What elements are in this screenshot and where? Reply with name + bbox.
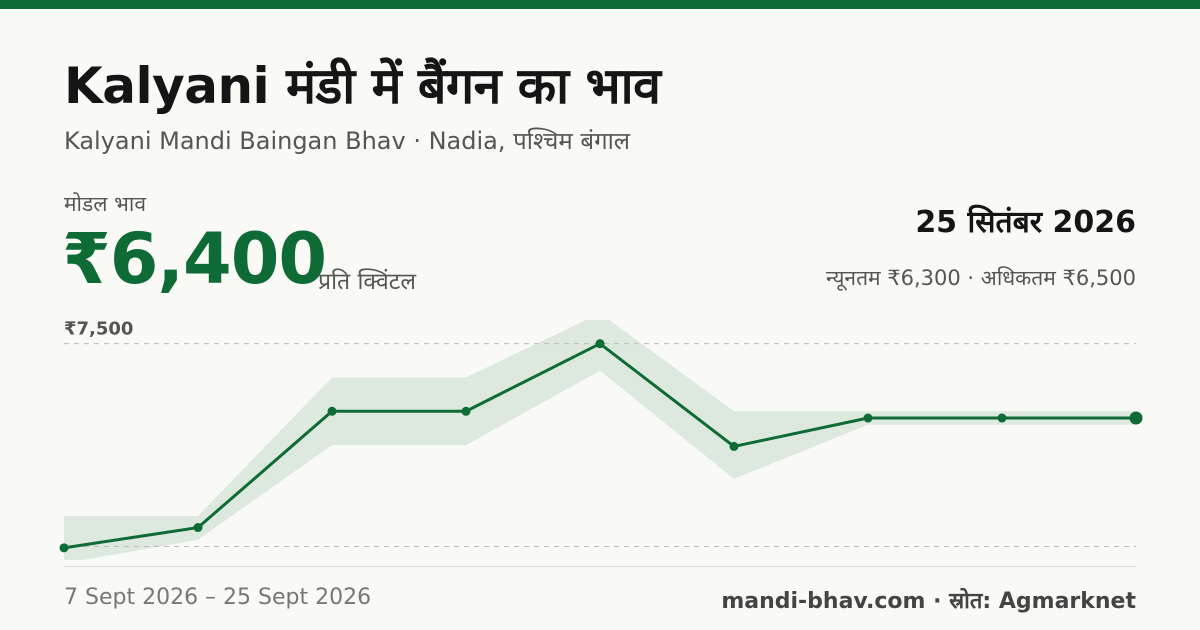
data-point [1129, 411, 1143, 425]
model-price-label: मोडल भाव [64, 192, 147, 216]
data-point [327, 406, 337, 416]
price-trend-chart: ₹7,500 ₹4,500 [59, 320, 1143, 560]
y-tick-label: ₹4,500 [64, 558, 133, 560]
footer-divider [64, 566, 1136, 567]
page-subtitle: Kalyani Mandi Baingan Bhav · Nadia, पश्च… [64, 127, 631, 155]
page-title: Kalyani मंडी में बैंगन का भाव [64, 57, 661, 115]
price-date: 25 सितंबर 2026 [915, 205, 1136, 240]
data-point [863, 413, 873, 423]
price-unit: प्रति क्विंटल [318, 269, 416, 295]
min-max-band [64, 320, 1136, 560]
y-tick-label: ₹7,500 [64, 320, 133, 340]
data-point [997, 413, 1007, 423]
data-point [729, 441, 739, 451]
top-accent-bar [0, 0, 1200, 9]
date-period: 7 Sept 2026 – 25 Sept 2026 [64, 585, 372, 610]
data-point [193, 523, 203, 533]
data-point [461, 406, 471, 416]
source-credit: mandi-bhav.com · स्रोत: Agmarknet [721, 589, 1136, 614]
min-max-range: न्यूनतम ₹6,300 · अधिकतम ₹6,500 [826, 266, 1136, 290]
data-point [59, 543, 69, 553]
data-point [595, 339, 605, 349]
model-price-value: ₹6,400 [62, 218, 327, 300]
